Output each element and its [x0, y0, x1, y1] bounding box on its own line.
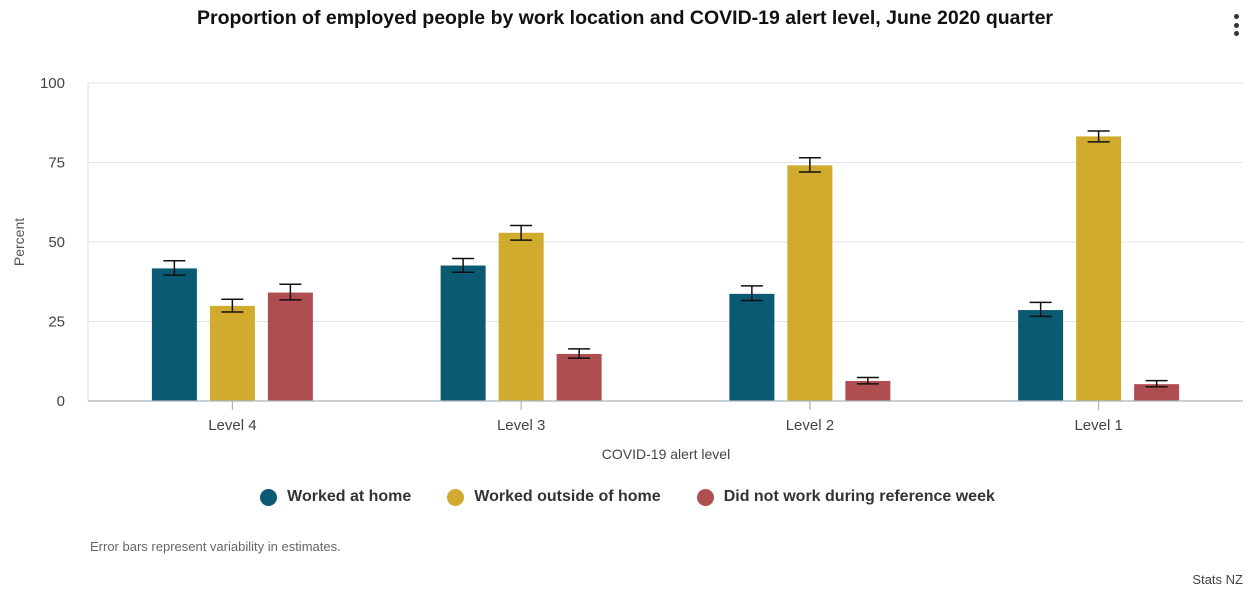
chart-title: Proportion of employed people by work lo… — [196, 7, 1054, 29]
error-bar — [1029, 301, 1052, 318]
error-bar — [798, 156, 821, 173]
legend-item-did-not-work[interactable]: Did not work during reference week — [696, 488, 995, 506]
bar — [498, 232, 544, 401]
bar — [556, 353, 602, 401]
error-bar — [568, 348, 591, 359]
error-bar — [221, 298, 244, 313]
error-bars — [163, 130, 1168, 388]
y-tick-label: 25 — [48, 314, 65, 331]
legend-label: Worked at home — [287, 488, 412, 505]
error-bar — [1145, 379, 1168, 388]
more-vertical-icon[interactable] — [1230, 14, 1242, 40]
error-bar — [1087, 130, 1110, 143]
x-tick-label: Level 4 — [208, 417, 256, 434]
x-tick-label: Level 2 — [786, 417, 834, 434]
legend: Worked at home Worked outside of home Di… — [0, 488, 1255, 506]
x-axis: Level 4 Level 3 Level 2 Level 1 — [88, 400, 1243, 434]
bar — [1134, 384, 1180, 401]
bar — [1018, 310, 1064, 401]
bar — [787, 165, 833, 401]
legend-swatch — [696, 488, 714, 506]
y-tick-label: 50 — [48, 234, 65, 251]
bar — [267, 292, 313, 401]
bar — [1076, 136, 1122, 401]
error-bar — [856, 376, 879, 385]
legend-item-worked-at-home[interactable]: Worked at home — [260, 488, 411, 506]
chart-credit: Stats NZ — [1192, 572, 1243, 587]
y-axis-label: Percent — [11, 218, 27, 266]
bar — [440, 265, 486, 401]
legend-swatch — [260, 488, 278, 506]
error-bar — [510, 224, 533, 241]
x-tick-label: Level 3 — [497, 417, 545, 434]
gridlines — [87, 82, 1243, 401]
legend-label: Worked outside of home — [474, 488, 661, 505]
error-bar — [163, 260, 186, 276]
x-tick-label: Level 1 — [1074, 417, 1122, 434]
error-bar — [740, 285, 763, 302]
legend-swatch — [447, 488, 465, 506]
error-bar — [452, 257, 475, 273]
bar — [729, 293, 775, 401]
y-tick-label: 0 — [57, 393, 65, 410]
legend-label: Did not work during reference week — [723, 488, 995, 505]
y-axis-ticks: 0 25 50 75 100 — [40, 75, 65, 410]
legend-item-worked-outside-home[interactable]: Worked outside of home — [447, 488, 661, 506]
chart-note: Error bars represent variability in esti… — [90, 539, 341, 554]
bar — [151, 268, 197, 401]
y-tick-label: 100 — [40, 75, 65, 92]
y-tick-label: 75 — [48, 155, 65, 172]
error-bar — [279, 283, 302, 301]
x-axis-label: COVID-19 alert level — [602, 446, 730, 462]
bar — [209, 305, 255, 401]
bar — [845, 380, 891, 401]
bars — [151, 136, 1180, 401]
